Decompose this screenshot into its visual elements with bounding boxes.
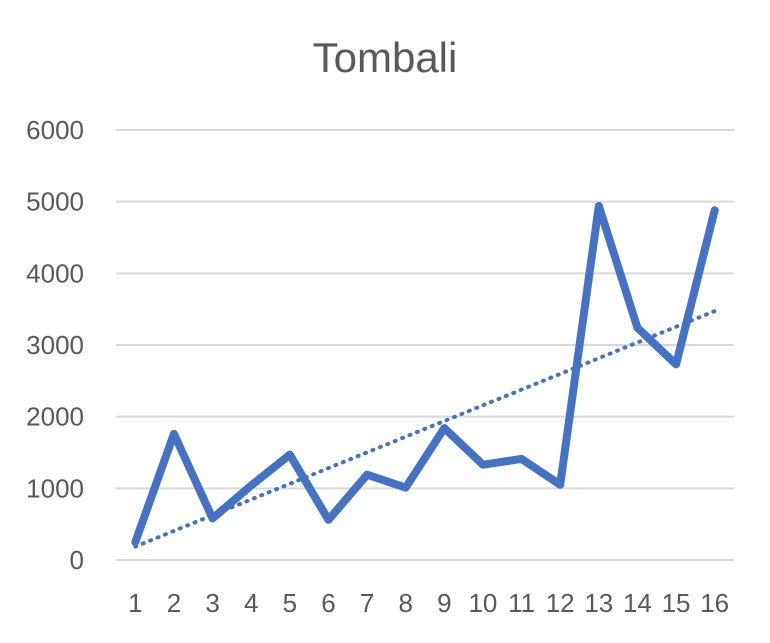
x-tick-label: 4 — [244, 588, 258, 618]
y-tick-label: 0 — [70, 545, 84, 575]
x-tick-label: 10 — [468, 588, 497, 618]
y-tick-label: 3000 — [26, 330, 84, 360]
y-axis-ticks: 0 1000 2000 3000 4000 5000 6000 — [26, 115, 84, 575]
series-line — [131, 201, 719, 547]
x-tick-label: 14 — [623, 588, 652, 618]
x-tick-label: 1 — [128, 588, 142, 618]
x-axis-ticks: 1 2 3 4 5 6 7 8 9 10 11 12 13 14 15 16 — [128, 588, 729, 618]
y-tick-label: 2000 — [26, 402, 84, 432]
x-tick-label: 2 — [167, 588, 181, 618]
chart-title: Tombali — [313, 34, 458, 81]
trendline — [133, 309, 717, 549]
x-tick-label: 9 — [437, 588, 451, 618]
x-tick-label: 12 — [546, 588, 575, 618]
x-tick-label: 3 — [205, 588, 219, 618]
trendline-layer — [133, 309, 717, 549]
y-tick-label: 6000 — [26, 115, 84, 145]
x-tick-label: 13 — [584, 588, 613, 618]
series-layer — [131, 201, 719, 547]
y-tick-label: 5000 — [26, 187, 84, 217]
y-tick-label: 4000 — [26, 258, 84, 288]
y-tick-label: 1000 — [26, 473, 84, 503]
x-tick-label: 7 — [360, 588, 374, 618]
x-tick-label: 6 — [321, 588, 335, 618]
gridlines — [116, 129, 734, 561]
x-tick-label: 5 — [283, 588, 297, 618]
x-tick-label: 11 — [508, 588, 535, 618]
x-tick-label: 16 — [700, 588, 729, 618]
x-tick-label: 8 — [398, 588, 412, 618]
x-tick-label: 15 — [662, 588, 691, 618]
